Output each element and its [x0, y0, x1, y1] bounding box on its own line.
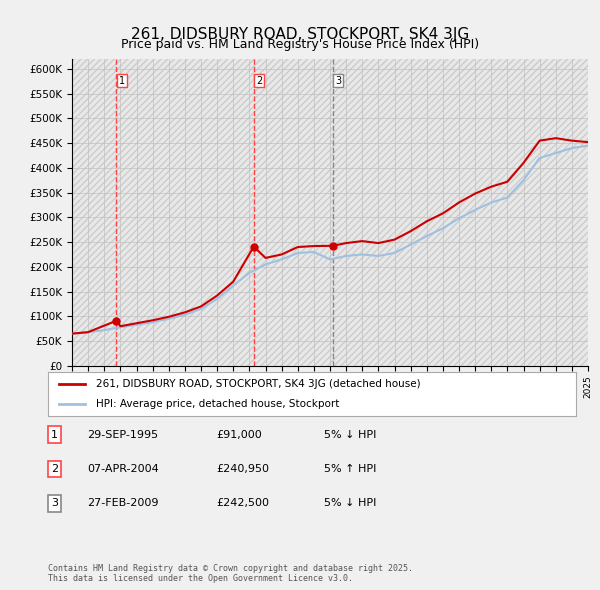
Text: 27-FEB-2009: 27-FEB-2009 — [87, 499, 158, 508]
Text: 29-SEP-1995: 29-SEP-1995 — [87, 430, 158, 440]
Text: 2: 2 — [256, 76, 262, 86]
Text: 5% ↓ HPI: 5% ↓ HPI — [324, 430, 376, 440]
Text: 5% ↓ HPI: 5% ↓ HPI — [324, 499, 376, 508]
Text: 3: 3 — [335, 76, 341, 86]
Text: 1: 1 — [119, 76, 125, 86]
Text: 3: 3 — [51, 499, 58, 508]
Text: 261, DIDSBURY ROAD, STOCKPORT, SK4 3JG: 261, DIDSBURY ROAD, STOCKPORT, SK4 3JG — [131, 27, 469, 41]
Text: £242,500: £242,500 — [216, 499, 269, 508]
Text: Contains HM Land Registry data © Crown copyright and database right 2025.
This d: Contains HM Land Registry data © Crown c… — [48, 563, 413, 583]
Text: Price paid vs. HM Land Registry's House Price Index (HPI): Price paid vs. HM Land Registry's House … — [121, 38, 479, 51]
Text: HPI: Average price, detached house, Stockport: HPI: Average price, detached house, Stoc… — [95, 399, 339, 408]
Text: £240,950: £240,950 — [216, 464, 269, 474]
Text: £91,000: £91,000 — [216, 430, 262, 440]
Text: 1: 1 — [51, 430, 58, 440]
Text: 2: 2 — [51, 464, 58, 474]
Text: 5% ↑ HPI: 5% ↑ HPI — [324, 464, 376, 474]
Text: 261, DIDSBURY ROAD, STOCKPORT, SK4 3JG (detached house): 261, DIDSBURY ROAD, STOCKPORT, SK4 3JG (… — [95, 379, 420, 389]
Text: 07-APR-2004: 07-APR-2004 — [87, 464, 159, 474]
